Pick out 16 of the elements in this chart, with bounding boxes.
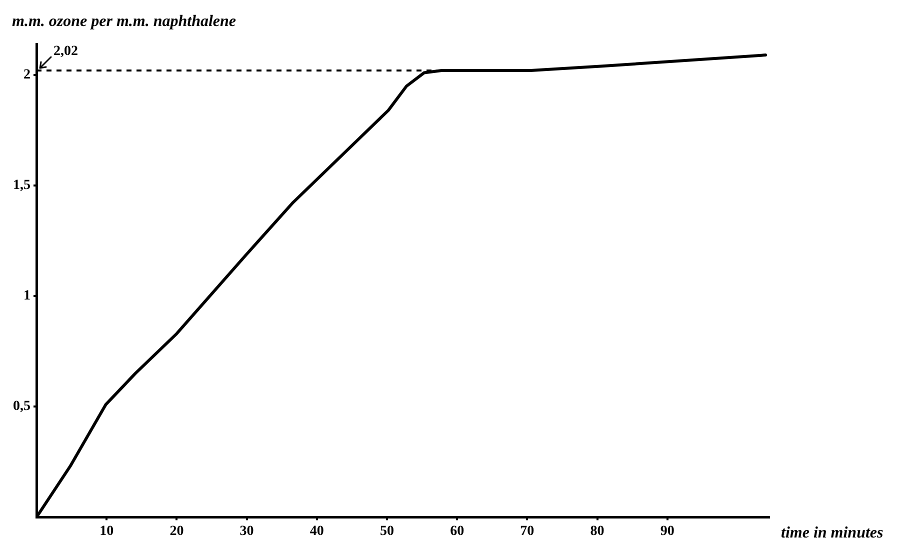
y-tick-label: 0,5 bbox=[13, 399, 30, 414]
x-tick-label: 40 bbox=[310, 524, 324, 540]
x-tick-label: 20 bbox=[170, 524, 184, 540]
y-tick-label: 1,5 bbox=[13, 178, 30, 194]
x-axis-title: time in minutes bbox=[781, 524, 884, 542]
x-tick-label: 90 bbox=[660, 524, 674, 540]
x-tick-label: 60 bbox=[450, 524, 464, 540]
x-tick-label: 50 bbox=[380, 524, 394, 540]
y-tick-label: 2 bbox=[24, 68, 30, 83]
x-tick-label: 70 bbox=[520, 524, 534, 540]
x-tick-label: 80 bbox=[590, 524, 604, 540]
y-tick-label: 1 bbox=[24, 288, 30, 304]
x-tick-label: 30 bbox=[240, 524, 254, 540]
x-tick-label: 10 bbox=[100, 524, 114, 540]
y-axis-title: m.m. ozone per m.m. naphthalene bbox=[12, 13, 236, 30]
ref-line-label: 2,02 bbox=[54, 44, 78, 60]
